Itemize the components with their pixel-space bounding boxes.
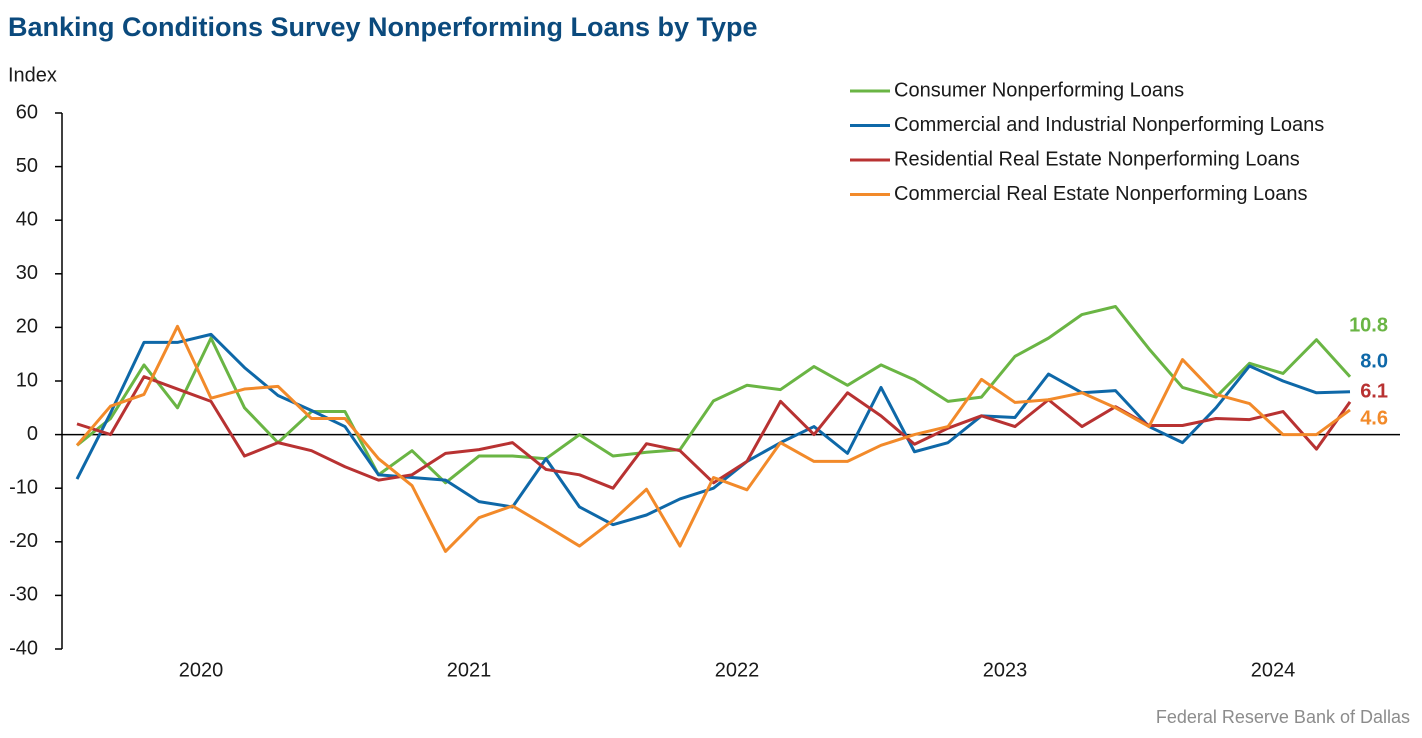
- x-tick-label: 2022: [715, 659, 760, 681]
- y-tick-label: 40: [16, 208, 38, 230]
- end-label: 6.1: [1360, 380, 1388, 402]
- y-axis-label: Index: [8, 64, 57, 86]
- legend-label: Commercial and Industrial Nonperforming …: [894, 114, 1324, 136]
- y-tick-label: -30: [9, 584, 38, 606]
- end-label: 10.8: [1349, 314, 1388, 336]
- y-tick-label: 30: [16, 262, 38, 284]
- y-tick-label: 20: [16, 316, 38, 338]
- series-line: [75, 324, 1351, 553]
- x-tick-label: 2023: [983, 659, 1028, 681]
- series-line: [76, 304, 1352, 485]
- y-tick-label: -20: [9, 530, 38, 552]
- legend-label: Consumer Nonperforming Loans: [894, 79, 1184, 101]
- x-tick-label: 2020: [179, 659, 224, 681]
- end-label: 4.6: [1360, 407, 1388, 429]
- y-tick-label: -40: [9, 637, 38, 659]
- legend-label: Commercial Real Estate Nonperforming Loa…: [894, 183, 1308, 205]
- y-tick-label: -10: [9, 476, 38, 498]
- y-tick-label: 0: [27, 423, 38, 445]
- series-line: [75, 332, 1351, 527]
- y-tick-label: 50: [16, 155, 38, 177]
- legend-label: Residential Real Estate Nonperforming Lo…: [894, 148, 1300, 170]
- end-label: 8.0: [1360, 350, 1388, 372]
- x-tick-label: 2021: [447, 659, 492, 681]
- source: Federal Reserve Bank of Dallas: [1156, 707, 1410, 727]
- y-tick-label: 10: [16, 369, 38, 391]
- chart-title: Banking Conditions Survey Nonperforming …: [8, 12, 758, 42]
- y-tick-label: 60: [16, 101, 38, 123]
- x-tick-label: 2024: [1251, 659, 1296, 681]
